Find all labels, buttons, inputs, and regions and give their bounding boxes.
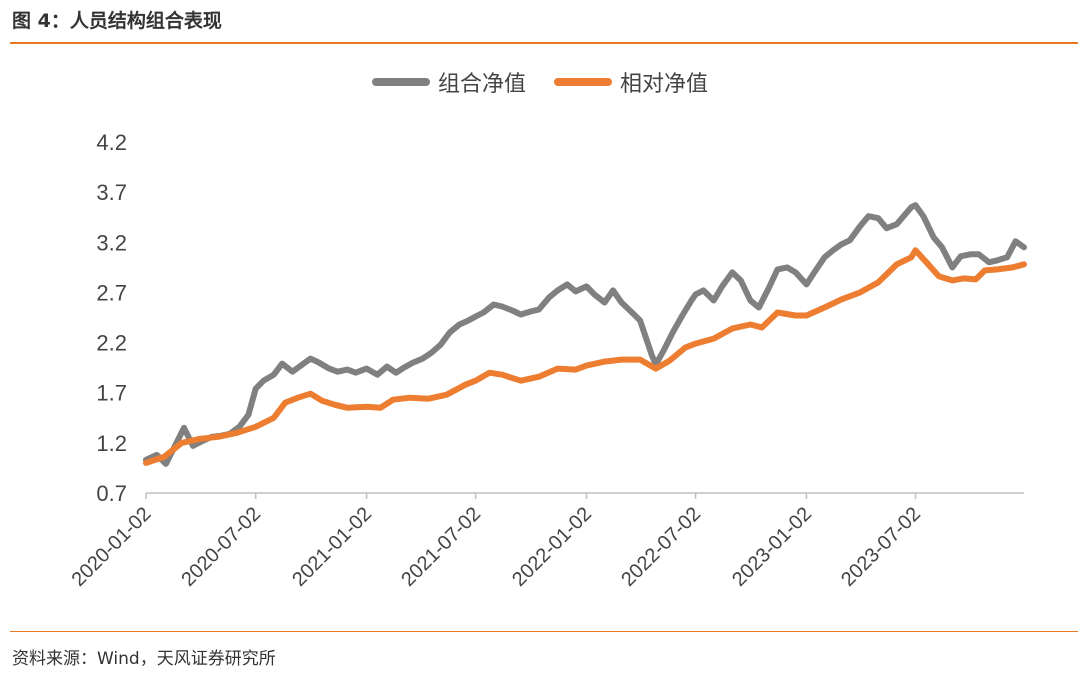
- x-tick-label: 2022-01-02: [508, 503, 596, 591]
- x-tick-label: 2020-01-02: [68, 503, 156, 591]
- x-tick-label: 2021-01-02: [288, 503, 376, 591]
- y-tick-label: 0.7: [96, 481, 127, 506]
- y-tick-label: 1.7: [96, 381, 127, 406]
- footer-divider: [10, 631, 1078, 632]
- legend-label-portfolio: 组合净值: [437, 72, 526, 97]
- legend-item-portfolio: 组合净值: [371, 66, 526, 98]
- x-tick-label: 2023-07-02: [837, 503, 925, 591]
- x-tick-label: 2020-07-02: [177, 503, 265, 591]
- y-tick-label: 4.2: [96, 130, 127, 155]
- source-note: 资料来源：Wind，天风证券研究所: [12, 649, 276, 669]
- y-tick-label: 2.2: [96, 331, 127, 356]
- figure-title: 图 4：人员结构组合表现: [12, 10, 222, 32]
- legend-swatch-relative: [554, 78, 612, 86]
- y-tick-label: 3.2: [96, 230, 127, 255]
- x-tick-label: 2023-01-02: [728, 503, 816, 591]
- line-chart: 0.7 1.2 1.7 2.2 2.7 3.2 3.7 4.2 2020-01-02 2020-0…: [68, 130, 1027, 591]
- title-divider: [10, 42, 1078, 44]
- legend-label-relative: 相对净值: [620, 72, 709, 97]
- chart-legend: 组合净值 相对净值: [0, 66, 1080, 98]
- y-tick-label: 1.2: [96, 431, 127, 456]
- x-tick-label: 2022-07-02: [617, 503, 705, 591]
- y-tick-label: 2.7: [96, 280, 127, 305]
- series-line-relative: [143, 247, 1027, 466]
- legend-item-relative: 相对净值: [554, 66, 708, 98]
- series-line-portfolio: [143, 202, 1027, 467]
- legend-swatch-portfolio: [371, 78, 430, 86]
- y-tick-label: 3.7: [96, 180, 127, 205]
- x-tick-label: 2021-07-02: [397, 503, 485, 591]
